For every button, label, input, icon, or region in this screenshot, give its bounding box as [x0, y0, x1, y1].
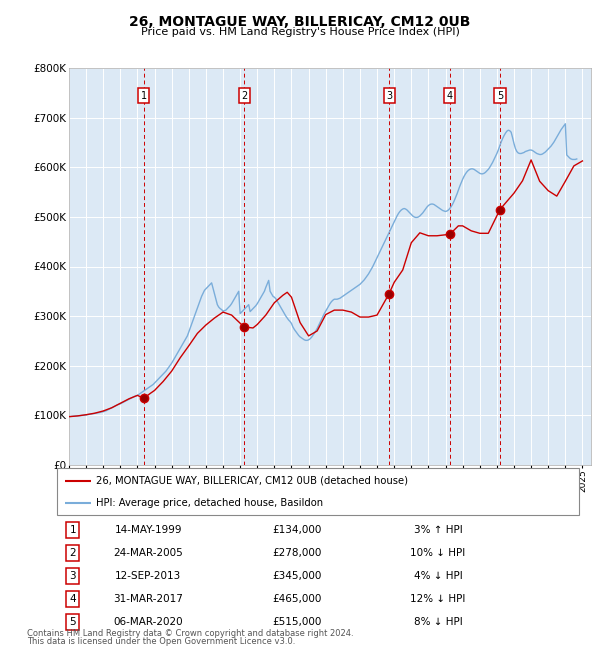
Text: 8% ↓ HPI: 8% ↓ HPI	[413, 618, 463, 627]
Text: 06-MAR-2020: 06-MAR-2020	[113, 618, 183, 627]
Text: £465,000: £465,000	[272, 594, 322, 604]
Text: 12-SEP-2013: 12-SEP-2013	[115, 571, 181, 581]
Text: 5: 5	[70, 618, 76, 627]
Text: 26, MONTAGUE WAY, BILLERICAY, CM12 0UB: 26, MONTAGUE WAY, BILLERICAY, CM12 0UB	[130, 15, 470, 29]
Text: Price paid vs. HM Land Registry's House Price Index (HPI): Price paid vs. HM Land Registry's House …	[140, 27, 460, 37]
Text: £134,000: £134,000	[272, 525, 322, 534]
Text: This data is licensed under the Open Government Licence v3.0.: This data is licensed under the Open Gov…	[27, 637, 295, 646]
Text: 4: 4	[70, 594, 76, 604]
Text: 31-MAR-2017: 31-MAR-2017	[113, 594, 183, 604]
Text: £515,000: £515,000	[272, 618, 322, 627]
Text: 2: 2	[241, 90, 247, 101]
Text: 10% ↓ HPI: 10% ↓ HPI	[410, 548, 466, 558]
Text: 1: 1	[70, 525, 76, 534]
Text: 4% ↓ HPI: 4% ↓ HPI	[413, 571, 463, 581]
Text: £278,000: £278,000	[272, 548, 322, 558]
Text: 5: 5	[497, 90, 503, 101]
FancyBboxPatch shape	[57, 468, 579, 515]
Text: 4: 4	[447, 90, 453, 101]
Text: 1: 1	[141, 90, 147, 101]
Text: 14-MAY-1999: 14-MAY-1999	[115, 525, 182, 534]
Text: 26, MONTAGUE WAY, BILLERICAY, CM12 0UB (detached house): 26, MONTAGUE WAY, BILLERICAY, CM12 0UB (…	[96, 476, 408, 486]
Text: 3: 3	[70, 571, 76, 581]
Text: Contains HM Land Registry data © Crown copyright and database right 2024.: Contains HM Land Registry data © Crown c…	[27, 629, 353, 638]
Text: 3% ↑ HPI: 3% ↑ HPI	[413, 525, 463, 534]
Text: 2: 2	[70, 548, 76, 558]
Text: 3: 3	[386, 90, 392, 101]
Text: 24-MAR-2005: 24-MAR-2005	[113, 548, 183, 558]
Text: HPI: Average price, detached house, Basildon: HPI: Average price, detached house, Basi…	[96, 498, 323, 508]
Text: 12% ↓ HPI: 12% ↓ HPI	[410, 594, 466, 604]
Text: £345,000: £345,000	[272, 571, 322, 581]
